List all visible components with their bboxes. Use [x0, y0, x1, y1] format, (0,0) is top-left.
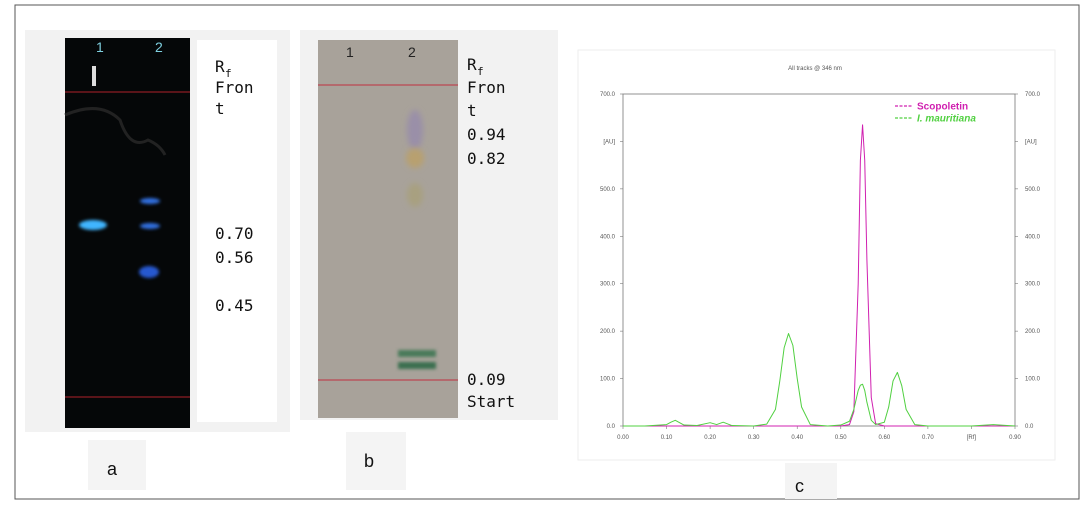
rf-label: t: [467, 101, 477, 120]
x-tick-label: 0.60: [878, 435, 890, 441]
y2-tick-label: 100.0: [1025, 377, 1041, 383]
y-tick-label: 700.0: [600, 92, 616, 98]
y2-tick-label: 400.0: [1025, 234, 1041, 240]
lane-label: 1: [96, 39, 104, 55]
y-tick-label: 100.0: [600, 377, 616, 383]
x-tick-label: 0.20: [704, 435, 716, 441]
x-tick-label: 0.00: [617, 435, 629, 441]
lane-label: 2: [408, 44, 416, 60]
panel-label: b: [364, 451, 374, 471]
spot: [407, 183, 423, 207]
tlc-plate: [65, 38, 190, 428]
legend-label: I. mauritiana: [917, 114, 976, 125]
x-tick-label: 0.40: [791, 435, 803, 441]
rf-label: 0.09: [467, 370, 506, 389]
plate-crack: [64, 107, 167, 156]
tlc-plate: [318, 40, 458, 418]
y2-tick-label: [AU]: [1025, 139, 1037, 145]
y2-tick-label: 300.0: [1025, 282, 1041, 288]
line-series: [623, 333, 1016, 427]
lane-label: 1: [346, 44, 354, 60]
y-tick-label: 500.0: [600, 187, 616, 193]
rf-label: Fron: [467, 78, 506, 97]
rf-label: 0.56: [215, 248, 254, 267]
y2-tick-label: 700.0: [1025, 92, 1041, 98]
x-tick-label: 0.50: [835, 435, 847, 441]
lane-label: 2: [155, 39, 163, 55]
x-tick-label: 0.70: [922, 435, 934, 441]
rf-label: t: [215, 99, 225, 118]
chart: 0.0 100.0 200.0 300.0 400.0 500.0 [AU] 700.0 0.0…: [600, 92, 1041, 441]
spot: [139, 266, 159, 278]
rf-label: 0.82: [467, 149, 506, 168]
rf-symbol: R: [467, 55, 477, 74]
rf-subscript: f: [225, 67, 232, 80]
x-tick-label: 0.30: [748, 435, 760, 441]
spot: [140, 223, 160, 229]
rf-subscript: f: [477, 65, 484, 78]
y2-tick-label: 200.0: [1025, 329, 1041, 335]
label-box: [785, 463, 837, 499]
y2-tick-label: 0.0: [1025, 424, 1034, 430]
x-tick-label: [Rf]: [967, 435, 977, 441]
y2-tick-label: 500.0: [1025, 187, 1041, 193]
x-tick-label: 0.90: [1009, 435, 1021, 441]
x-tick-label: 0.10: [661, 435, 673, 441]
chart-title: All tracks @ 346 nm: [788, 66, 842, 72]
rf-label: 0.70: [215, 224, 254, 243]
spot: [406, 148, 424, 168]
y-tick-label: [AU]: [603, 139, 615, 145]
panel-label: a: [107, 459, 118, 479]
y-tick-label: 0.0: [607, 424, 616, 430]
rf-label: Fron: [215, 78, 254, 97]
rf-label: Start: [467, 392, 515, 411]
rf-label: 0.94: [467, 125, 506, 144]
rf-symbol: R: [215, 57, 225, 76]
lane-mark: [92, 66, 96, 86]
spot: [140, 198, 160, 204]
legend-label: Scopoletin: [917, 102, 968, 113]
y-tick-label: 400.0: [600, 234, 616, 240]
rf-column: [197, 40, 277, 422]
panel-label: c: [795, 476, 804, 496]
spot: [398, 362, 436, 369]
spot: [407, 110, 423, 150]
label-box: [88, 440, 146, 490]
chart-bg: [577, 49, 1056, 461]
label-box: [346, 432, 406, 490]
y-tick-label: 200.0: [600, 329, 616, 335]
rf-label: 0.45: [215, 296, 254, 315]
spot: [79, 220, 107, 230]
y-tick-label: 300.0: [600, 282, 616, 288]
spot: [398, 350, 436, 357]
